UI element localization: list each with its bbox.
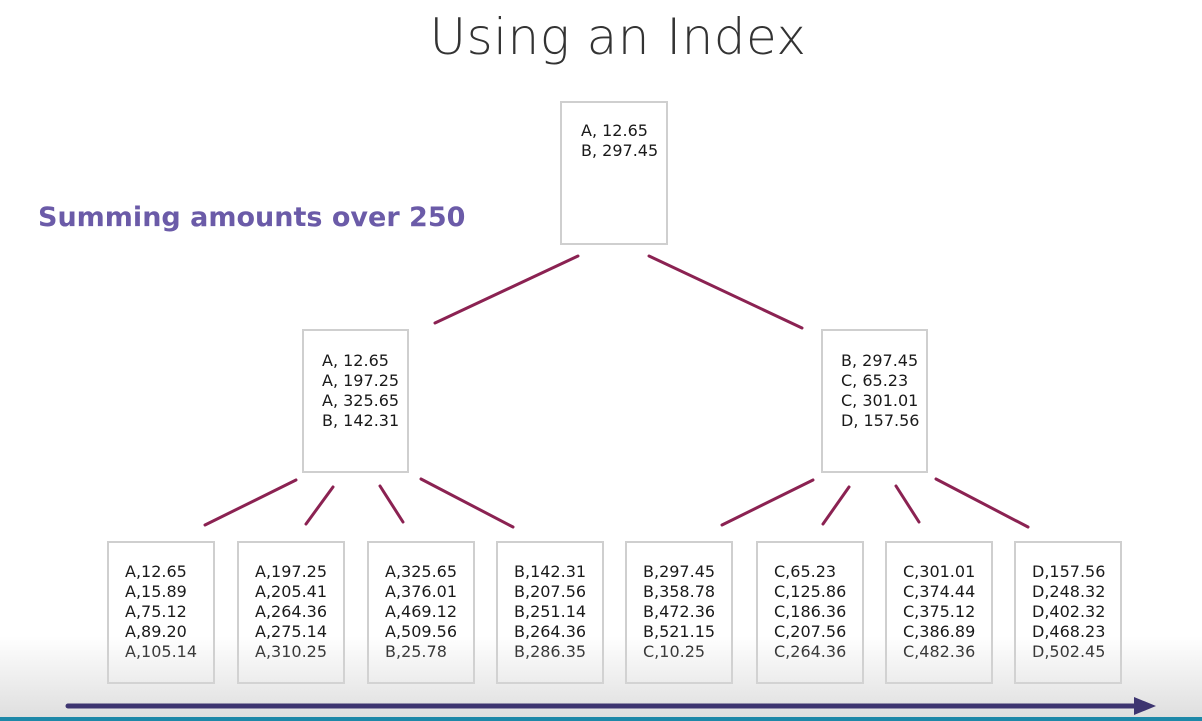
leaf-node-6: C,65.23 C,125.86 C,186.36 C,207.56 C,264… — [756, 541, 864, 684]
leaf-entry: B,207.56 — [514, 582, 587, 601]
internal-node-left: A, 12.65 A, 197.25 A, 325.65 B, 142.31 — [302, 329, 409, 473]
leaf-entry: A,264.36 — [255, 602, 328, 621]
leaf-entry: A,12.65 — [125, 562, 187, 581]
leaf-entry: A,75.12 — [125, 602, 187, 621]
leaf-entry: A,15.89 — [125, 582, 187, 601]
leaf-entry: A,325.65 — [385, 562, 458, 581]
leaf-node-4: B,142.31 B,207.56 B,251.14 B,264.36 B,28… — [496, 541, 604, 684]
internal-key: A, 197.25 — [322, 371, 400, 390]
leaf-node-8: D,157.56 D,248.32 D,402.32 D,468.23 D,50… — [1014, 541, 1122, 684]
internal-node-right: B, 297.45 C, 65.23 C, 301.01 D, 157.56 — [821, 329, 928, 473]
leaf-node-3: A,325.65 A,376.01 A,469.12 A,509.56 B,25… — [367, 541, 475, 684]
edge-root-to-right — [647, 254, 804, 330]
internal-key: A, 12.65 — [322, 351, 389, 370]
leaf-node-1: A,12.65 A,15.89 A,75.12 A,89.20 A,105.14 — [107, 541, 215, 684]
leaf-entry: B,25.78 — [385, 642, 447, 661]
scan-direction-arrow — [65, 697, 1156, 715]
slide-subtitle: Summing amounts over 250 — [38, 202, 466, 233]
leaf-entry: C,10.25 — [643, 642, 706, 661]
leaf-entry: B,286.35 — [514, 642, 587, 661]
leaf-entry: A,376.01 — [385, 582, 458, 601]
leaf-entry: C,207.56 — [774, 622, 847, 641]
leaf-entry: C,125.86 — [774, 582, 847, 601]
leaf-entry: B,264.36 — [514, 622, 587, 641]
internal-key: B, 297.45 — [841, 351, 919, 370]
edge-right-to-leaf-6 — [821, 485, 851, 526]
leaf-entry: B,472.36 — [643, 602, 716, 621]
edge-left-to-leaf-4 — [419, 477, 515, 529]
leaf-node-2: A,197.25 A,205.41 A,264.36 A,275.14 A,31… — [237, 541, 345, 684]
leaf-entry: D,248.32 — [1032, 582, 1106, 601]
leaf-entry: C,374.44 — [903, 582, 976, 601]
edge-left-to-leaf-2 — [304, 485, 335, 526]
leaf-entry: A,105.14 — [125, 642, 198, 661]
leaf-entry: A,89.20 — [125, 622, 187, 641]
edge-root-to-left — [433, 254, 580, 325]
leaf-entry: A,205.41 — [255, 582, 328, 601]
leaf-entry: C,375.12 — [903, 602, 976, 621]
leaf-entry: A,469.12 — [385, 602, 458, 621]
root-node: A, 12.65 B, 297.45 — [560, 101, 668, 245]
leaf-entry: C,65.23 — [774, 562, 837, 581]
leaf-entry: B,142.31 — [514, 562, 587, 581]
leaf-entry: A,310.25 — [255, 642, 328, 661]
leaf-entry: D,502.45 — [1032, 642, 1106, 661]
edge-left-to-leaf-3 — [378, 484, 405, 524]
leaf-entry: C,482.36 — [903, 642, 976, 661]
leaf-entry: D,402.32 — [1032, 602, 1106, 621]
leaf-entry: C,301.01 — [903, 562, 976, 581]
leaf-entry: C,386.89 — [903, 622, 976, 641]
edge-right-to-leaf-7 — [894, 484, 921, 524]
leaf-entry: A,275.14 — [255, 622, 328, 641]
internal-key: C, 65.23 — [841, 371, 909, 390]
leaf-entry: A,197.25 — [255, 562, 328, 581]
edge-left-to-leaf-1 — [203, 478, 298, 527]
leaf-entry: C,186.36 — [774, 602, 847, 621]
leaf-entry: A,509.56 — [385, 622, 458, 641]
internal-key: A, 325.65 — [322, 391, 400, 410]
leaf-entry: C,264.36 — [774, 642, 847, 661]
root-key: B, 297.45 — [581, 141, 659, 160]
leaf-entry: B,521.15 — [643, 622, 716, 641]
video-progress-strip — [0, 717, 1202, 721]
leaf-node-7: C,301.01 C,374.44 C,375.12 C,386.89 C,48… — [885, 541, 993, 684]
internal-key: D, 157.56 — [841, 411, 920, 430]
edge-right-to-leaf-5 — [720, 478, 815, 527]
edge-right-to-leaf-8 — [934, 477, 1030, 529]
internal-key: B, 142.31 — [322, 411, 400, 430]
leaf-entry: B,358.78 — [643, 582, 716, 601]
root-key: A, 12.65 — [581, 121, 648, 140]
leaf-node-5: B,297.45 B,358.78 B,472.36 B,521.15 C,10… — [625, 541, 733, 684]
leaf-entry: D,468.23 — [1032, 622, 1106, 641]
leaf-entry: D,157.56 — [1032, 562, 1106, 581]
slide-title: Using an Index — [429, 8, 807, 66]
leaf-entry: B,297.45 — [643, 562, 716, 581]
leaf-entry: B,251.14 — [514, 602, 587, 621]
internal-key: C, 301.01 — [841, 391, 919, 410]
